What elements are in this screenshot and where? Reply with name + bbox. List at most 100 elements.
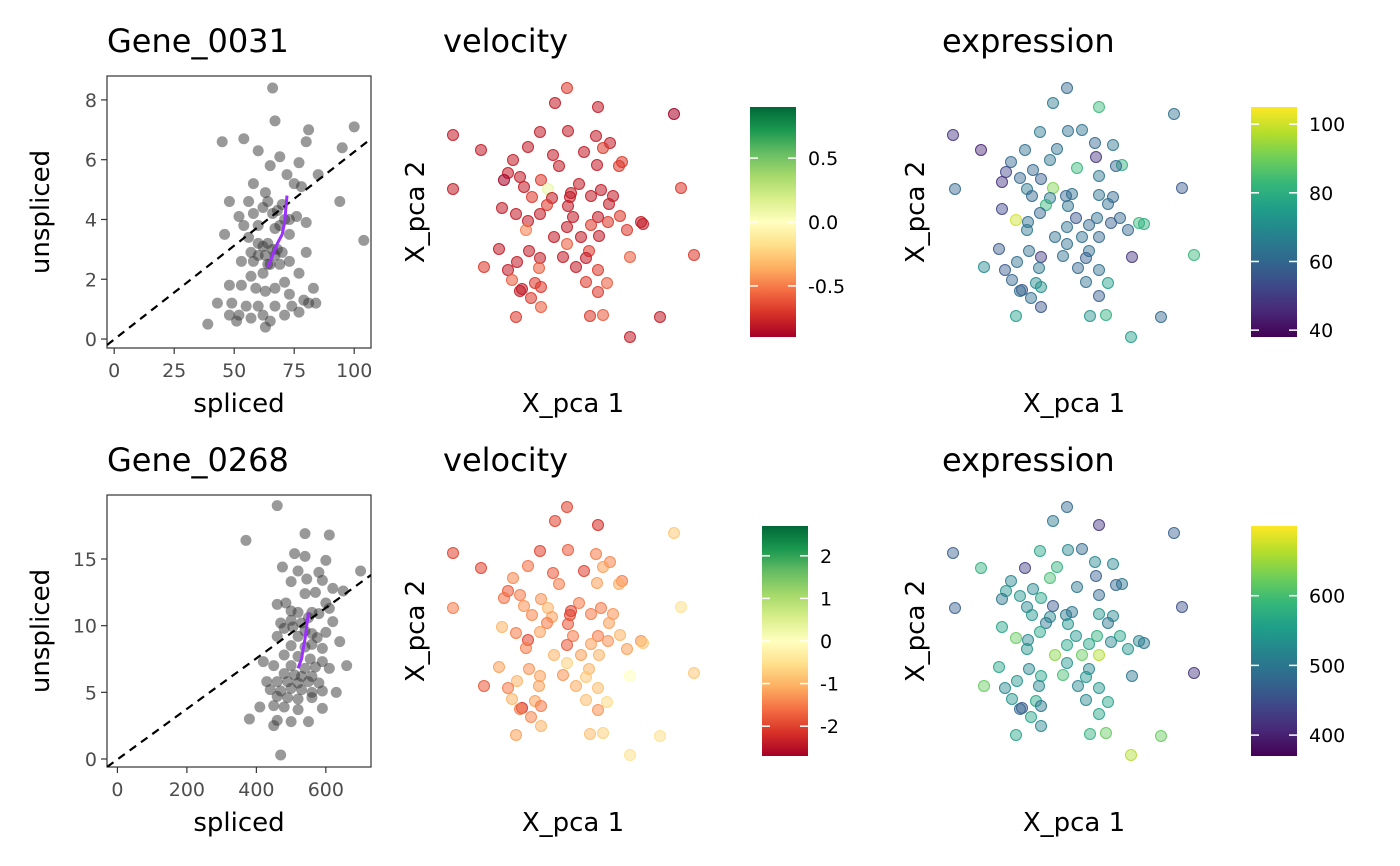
data-point [279,309,291,321]
data-point [334,636,346,648]
data-point [1107,558,1119,570]
data-point [285,682,297,694]
data-point [1093,589,1105,601]
data-point [654,311,666,323]
data-point [1107,139,1119,151]
data-point [304,653,316,665]
data-point [597,142,609,154]
data-point [533,262,545,274]
plot-area [947,501,1200,761]
data-point [993,243,1005,255]
data-point [1070,630,1082,642]
plot-area: 0 200 400 600 0 5 10 15 [73,500,371,801]
data-point [518,181,530,193]
colorbar-tick-label: -2 [820,716,839,738]
data-point [624,331,636,343]
data-point [1010,214,1022,226]
data-point [274,151,286,163]
data-point [1093,649,1105,661]
data-point [1093,608,1105,620]
data-point [303,124,315,136]
data-point [548,649,560,661]
x-tick-label: 25 [162,360,186,382]
plot-area: 0 25 50 75 100 0 2 4 6 8 [85,82,372,382]
data-point [1070,212,1082,224]
data-point [573,597,585,609]
data-point [1014,703,1026,715]
data-point [1100,727,1112,739]
data-point [561,639,573,651]
panel-velocity-0031: velocity X_pca 1 X_pca 2 0.5 0.0 -0.5 [401,22,845,419]
data-point [549,97,561,109]
data-point [292,630,304,642]
colorbar-tick-label: 2 [820,546,832,568]
data-point [1023,245,1035,257]
data-point [285,660,297,672]
data-point [561,82,573,94]
data-point [1084,728,1096,740]
plot-frame [106,494,372,768]
data-point [580,671,592,683]
data-point [1026,190,1038,202]
data-point [1062,544,1074,556]
data-point [561,501,573,513]
data-point [585,608,597,620]
data-point [320,626,332,638]
data-point [1044,192,1056,204]
data-point [511,256,523,268]
data-point [1093,682,1105,694]
data-point [520,224,532,236]
data-point [1026,609,1038,621]
data-point [1061,221,1073,233]
data-point [584,728,596,740]
data-point [1062,125,1074,137]
data-point [1093,101,1105,113]
data-point [293,306,305,318]
panel-gene-0268: Gene_0268 0 200 400 600 0 5 10 15 spliced unspl… [26,441,372,838]
data-point [592,286,604,298]
data-point [296,684,308,696]
data-point [1061,657,1073,669]
data-point [292,565,304,577]
data-point [1061,238,1073,250]
data-point [1034,626,1046,638]
y-tick-label: 0 [85,329,97,351]
colorbar: 0.5 0.0 -0.5 [750,107,845,337]
data-point [306,692,318,704]
data-point [580,276,592,288]
data-point [1080,252,1092,264]
data-point [1047,600,1059,612]
data-point [570,261,582,273]
y-tick-label: 15 [73,549,97,571]
colorbar-gradient [1251,107,1297,337]
x-axis-label: X_pca 1 [1023,808,1125,838]
data-point [1116,578,1128,590]
data-point [1006,274,1018,286]
data-point [624,251,636,263]
data-point [243,713,255,725]
data-point [447,547,459,559]
x-axis-label: spliced [193,389,284,419]
data-point [1035,301,1047,313]
data-point [567,211,579,223]
data-point [301,573,313,585]
data-point [299,588,311,600]
data-point [996,593,1008,605]
data-point [259,285,271,297]
data-point [1076,649,1088,661]
data-point [280,597,292,609]
data-point [269,300,281,312]
colorbar-tick-label: 0.5 [808,148,838,170]
data-point [223,279,235,291]
data-point [601,277,613,289]
data-point [1072,680,1084,692]
data-point [1057,669,1069,681]
data-point [1071,162,1083,174]
data-point [1034,126,1046,138]
data-point [1014,285,1026,297]
data-point [278,701,290,713]
data-point [496,621,508,633]
y-tick-label: 8 [85,90,97,112]
data-point [235,255,247,267]
colorbar-tick-label: 0.0 [808,212,838,234]
